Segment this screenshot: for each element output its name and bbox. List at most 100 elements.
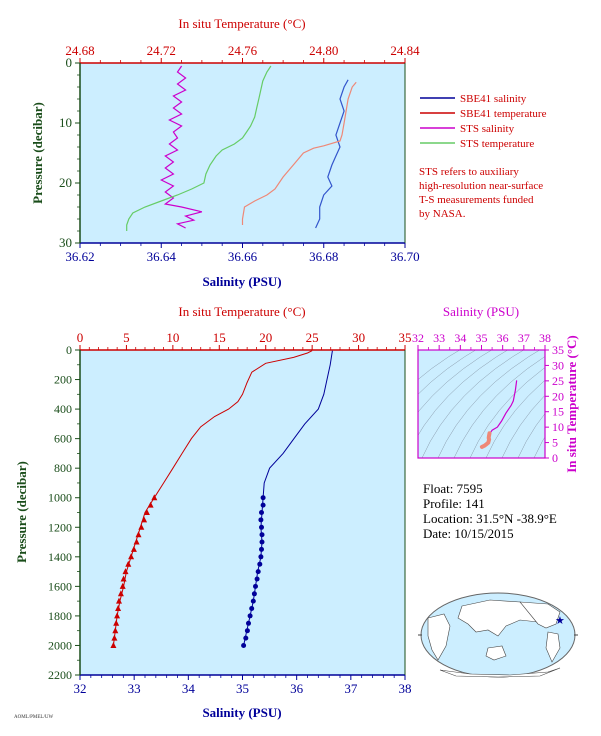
tick-label: 10 [552, 420, 564, 434]
map-continent-antarctica [439, 667, 561, 678]
tick-label: 400 [54, 402, 72, 416]
tick-label: 37 [344, 681, 358, 696]
legend-note-line: STS refers to auxiliary [419, 166, 519, 178]
temperature-marker [130, 545, 137, 552]
temperature-marker [138, 523, 145, 530]
legend-item-sts-temperature: STS temperature [420, 138, 534, 150]
sbe41-salinity-line [315, 79, 349, 229]
tick-label: 1600 [48, 579, 72, 593]
temperature-marker [120, 575, 127, 582]
tick-label: 35 [236, 681, 249, 696]
tick-label: 36.68 [309, 249, 338, 264]
footer-id: AOML/PMEL/UW [14, 715, 53, 720]
tick-label: 30 [552, 358, 564, 372]
full-profile-chart: 0 5 10 15 20 25 30 35 32 33 34 35 36 37 38 0 200 400 600… [14, 304, 412, 720]
salinity-marker [258, 554, 264, 560]
density-contour [437, 350, 540, 458]
near-surface-left-ticks: 0 10 20 30 [59, 55, 80, 250]
tick-label: 800 [54, 461, 72, 475]
tick-label: 15 [213, 330, 226, 345]
near-surface-x-axis-label: Salinity (PSU) [202, 274, 281, 289]
salinity-marker [259, 524, 264, 530]
tick-label: 5 [123, 330, 130, 345]
temperature-marker [110, 642, 117, 648]
tick-label: 25 [552, 374, 564, 388]
tick-label: 35 [552, 343, 564, 357]
salinity-marker [260, 502, 266, 508]
salinity-marker [241, 643, 247, 648]
tick-label: 34 [454, 331, 466, 345]
tick-label: 33 [128, 681, 141, 696]
near-surface-chart: 24.68 24.72 24.76 24.80 24.84 36.62 36.64 36.6… [30, 16, 420, 289]
salinity-marker [251, 591, 257, 597]
tick-label: 36.70 [390, 249, 419, 264]
map-continent-australia [485, 645, 507, 661]
tick-label: 5 [552, 436, 558, 450]
map-continent-africa [427, 613, 451, 661]
tick-label: 38 [399, 681, 412, 696]
sts-salinity-line [159, 65, 203, 229]
tick-label: 24.76 [228, 43, 258, 58]
salinity-marker [246, 620, 251, 626]
tick-label: 32 [412, 331, 424, 345]
tick-label: 30 [352, 330, 365, 345]
salinity-marker [247, 613, 253, 619]
density-contour [418, 350, 508, 436]
temperature-marker [114, 612, 121, 619]
density-contour [453, 356, 545, 458]
tick-label: 33 [433, 331, 445, 345]
float-id: Float: 7595 [423, 481, 483, 496]
full-profile-left-ticks: 0 200 400 600 800 1000 1200 1400 1600 1800 2000 220… [48, 343, 80, 682]
density-contour [418, 350, 476, 395]
tick-label: 1000 [48, 491, 72, 505]
temperature-marker [113, 619, 120, 626]
tick-label: 36.62 [65, 249, 94, 264]
salinity-marker [260, 495, 266, 501]
legend-label: STS temperature [460, 138, 534, 150]
full-profile-plot-area [80, 350, 405, 675]
temperature-marker [135, 531, 142, 538]
tick-label: 0 [66, 343, 72, 357]
ts-frame [417, 349, 546, 459]
temperature-marker [111, 634, 118, 641]
full-profile-markers [110, 494, 266, 648]
salinity-marker [259, 539, 265, 545]
location: Location: 31.5°N -38.9°E [423, 511, 557, 526]
full-profile-top-ticks: 0 5 10 15 20 25 30 35 [77, 330, 412, 350]
near-surface-top-ticks: 24.68 24.72 24.76 24.80 24.84 [65, 43, 420, 63]
salinity-marker [259, 510, 264, 515]
tick-label: 600 [54, 432, 72, 446]
tick-label: 2200 [48, 668, 72, 682]
tick-label: 34 [182, 681, 196, 696]
tick-label: 0 [552, 451, 558, 465]
legend-item-sbe41-temperature: SBE41 temperature [420, 108, 547, 120]
legend-note-line: by NASA. [419, 208, 466, 220]
tick-label: 20 [59, 175, 72, 190]
salinity-marker [259, 532, 265, 538]
density-contour [469, 367, 545, 458]
temperature-marker [147, 501, 154, 508]
tick-label: 0 [77, 330, 84, 345]
full-profile-bottom-ticks: 32 33 34 35 36 37 38 [74, 675, 412, 696]
density-contour [485, 380, 545, 458]
salinity-marker [243, 635, 249, 641]
temperature-marker [128, 553, 135, 560]
legend-label: SBE41 temperature [460, 108, 547, 120]
tick-label: 10 [166, 330, 179, 345]
tick-label: 36 [290, 681, 304, 696]
ts-right-axis-label: In situ Temperature (°C) [564, 335, 579, 473]
temperature-marker [125, 560, 132, 567]
salinity-marker [249, 606, 255, 611]
temperature-marker [143, 509, 150, 515]
salinity-marker [250, 598, 256, 604]
density-contour [421, 350, 524, 458]
tick-label: 1800 [48, 609, 72, 623]
tick-label: 25 [306, 330, 319, 345]
density-contour [418, 350, 492, 413]
salinity-marker [257, 561, 263, 567]
tick-label: 15 [552, 405, 564, 419]
tick-label: 30 [59, 235, 72, 250]
tick-label: 38 [539, 331, 551, 345]
